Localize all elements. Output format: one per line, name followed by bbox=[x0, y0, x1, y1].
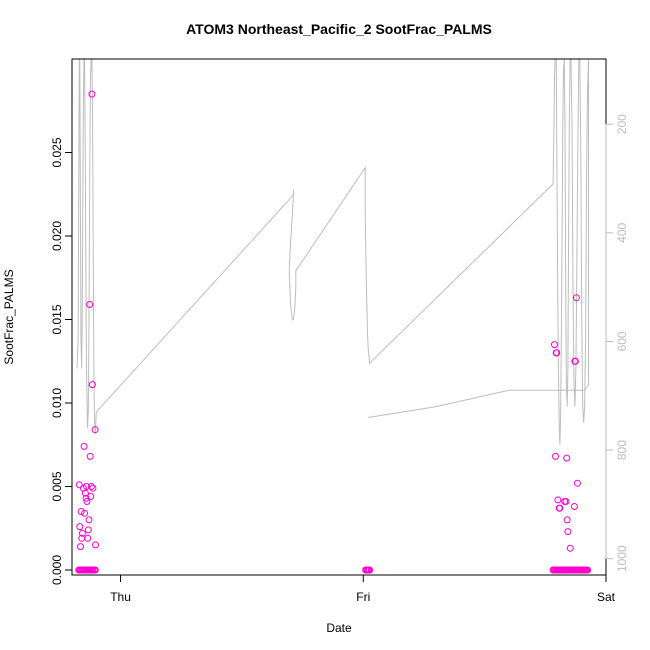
data-point bbox=[84, 526, 92, 534]
x-tick-label: Fri bbox=[356, 590, 370, 604]
y-tick-label: 0.005 bbox=[50, 471, 64, 501]
data-point bbox=[88, 381, 96, 389]
data-point bbox=[91, 426, 99, 434]
secondary-y-axis: 200 400 600 800 1000 bbox=[605, 114, 629, 572]
data-point bbox=[85, 516, 93, 524]
x-tick-label: Thu bbox=[110, 590, 131, 604]
data-point bbox=[562, 498, 570, 505]
data-point bbox=[88, 90, 96, 98]
y-axis: 0.000 0.005 0.010 0.015 0.020 0.025 bbox=[50, 137, 73, 585]
data-point bbox=[553, 349, 561, 357]
data-point bbox=[83, 483, 91, 490]
data-point bbox=[86, 301, 94, 308]
chart-title: ATOM3 Northeast_Pacific_2 SootFrac_PALMS bbox=[186, 21, 492, 37]
data-point bbox=[571, 357, 579, 365]
data-point bbox=[554, 496, 562, 504]
data-point bbox=[584, 566, 592, 574]
secondary-tick-label: 400 bbox=[615, 222, 629, 242]
secondary-tick-label: 800 bbox=[615, 440, 629, 460]
data-point bbox=[76, 523, 84, 531]
y-tick-label: 0.015 bbox=[50, 304, 64, 334]
x-axis-label: Date bbox=[326, 621, 352, 635]
data-point bbox=[551, 341, 558, 349]
secondary-series-line bbox=[76, 59, 589, 445]
data-point bbox=[366, 566, 374, 574]
secondary-tick-label: 1000 bbox=[615, 545, 629, 572]
data-point bbox=[564, 528, 572, 536]
y-tick-label: 0.010 bbox=[50, 388, 64, 418]
scatter-points bbox=[75, 90, 592, 574]
data-point bbox=[570, 503, 578, 510]
data-point bbox=[572, 294, 580, 302]
data-point bbox=[75, 481, 83, 489]
data-point bbox=[89, 484, 97, 492]
plot-frame bbox=[71, 58, 607, 576]
data-point bbox=[83, 498, 91, 505]
data-point bbox=[86, 452, 94, 460]
data-point bbox=[566, 544, 574, 552]
data-point bbox=[563, 454, 571, 462]
x-tick-label: Sat bbox=[597, 590, 616, 604]
data-point bbox=[84, 534, 92, 542]
secondary-tick-label: 200 bbox=[615, 114, 629, 134]
y-tick-label: 0.020 bbox=[50, 221, 64, 251]
data-point bbox=[573, 479, 581, 487]
data-point bbox=[87, 493, 95, 500]
data-point bbox=[556, 504, 564, 512]
data-point bbox=[87, 483, 95, 490]
secondary-line-0 bbox=[76, 59, 589, 445]
data-point bbox=[82, 494, 90, 502]
x-axis: Thu Fri Sat bbox=[110, 574, 616, 604]
data-point bbox=[77, 508, 85, 515]
data-point bbox=[81, 489, 89, 497]
data-point bbox=[563, 516, 571, 524]
data-point bbox=[78, 529, 86, 537]
data-point bbox=[77, 543, 84, 551]
y-axis-label: SootFrac_PALMS bbox=[2, 269, 16, 364]
data-point bbox=[92, 541, 99, 549]
data-point bbox=[91, 566, 99, 574]
data-point bbox=[80, 442, 88, 450]
secondary-tick-label: 600 bbox=[615, 331, 629, 351]
y-tick-label: 0.000 bbox=[50, 555, 64, 585]
data-point bbox=[81, 509, 89, 517]
y-tick-label: 0.025 bbox=[50, 137, 64, 167]
data-point bbox=[552, 452, 559, 460]
